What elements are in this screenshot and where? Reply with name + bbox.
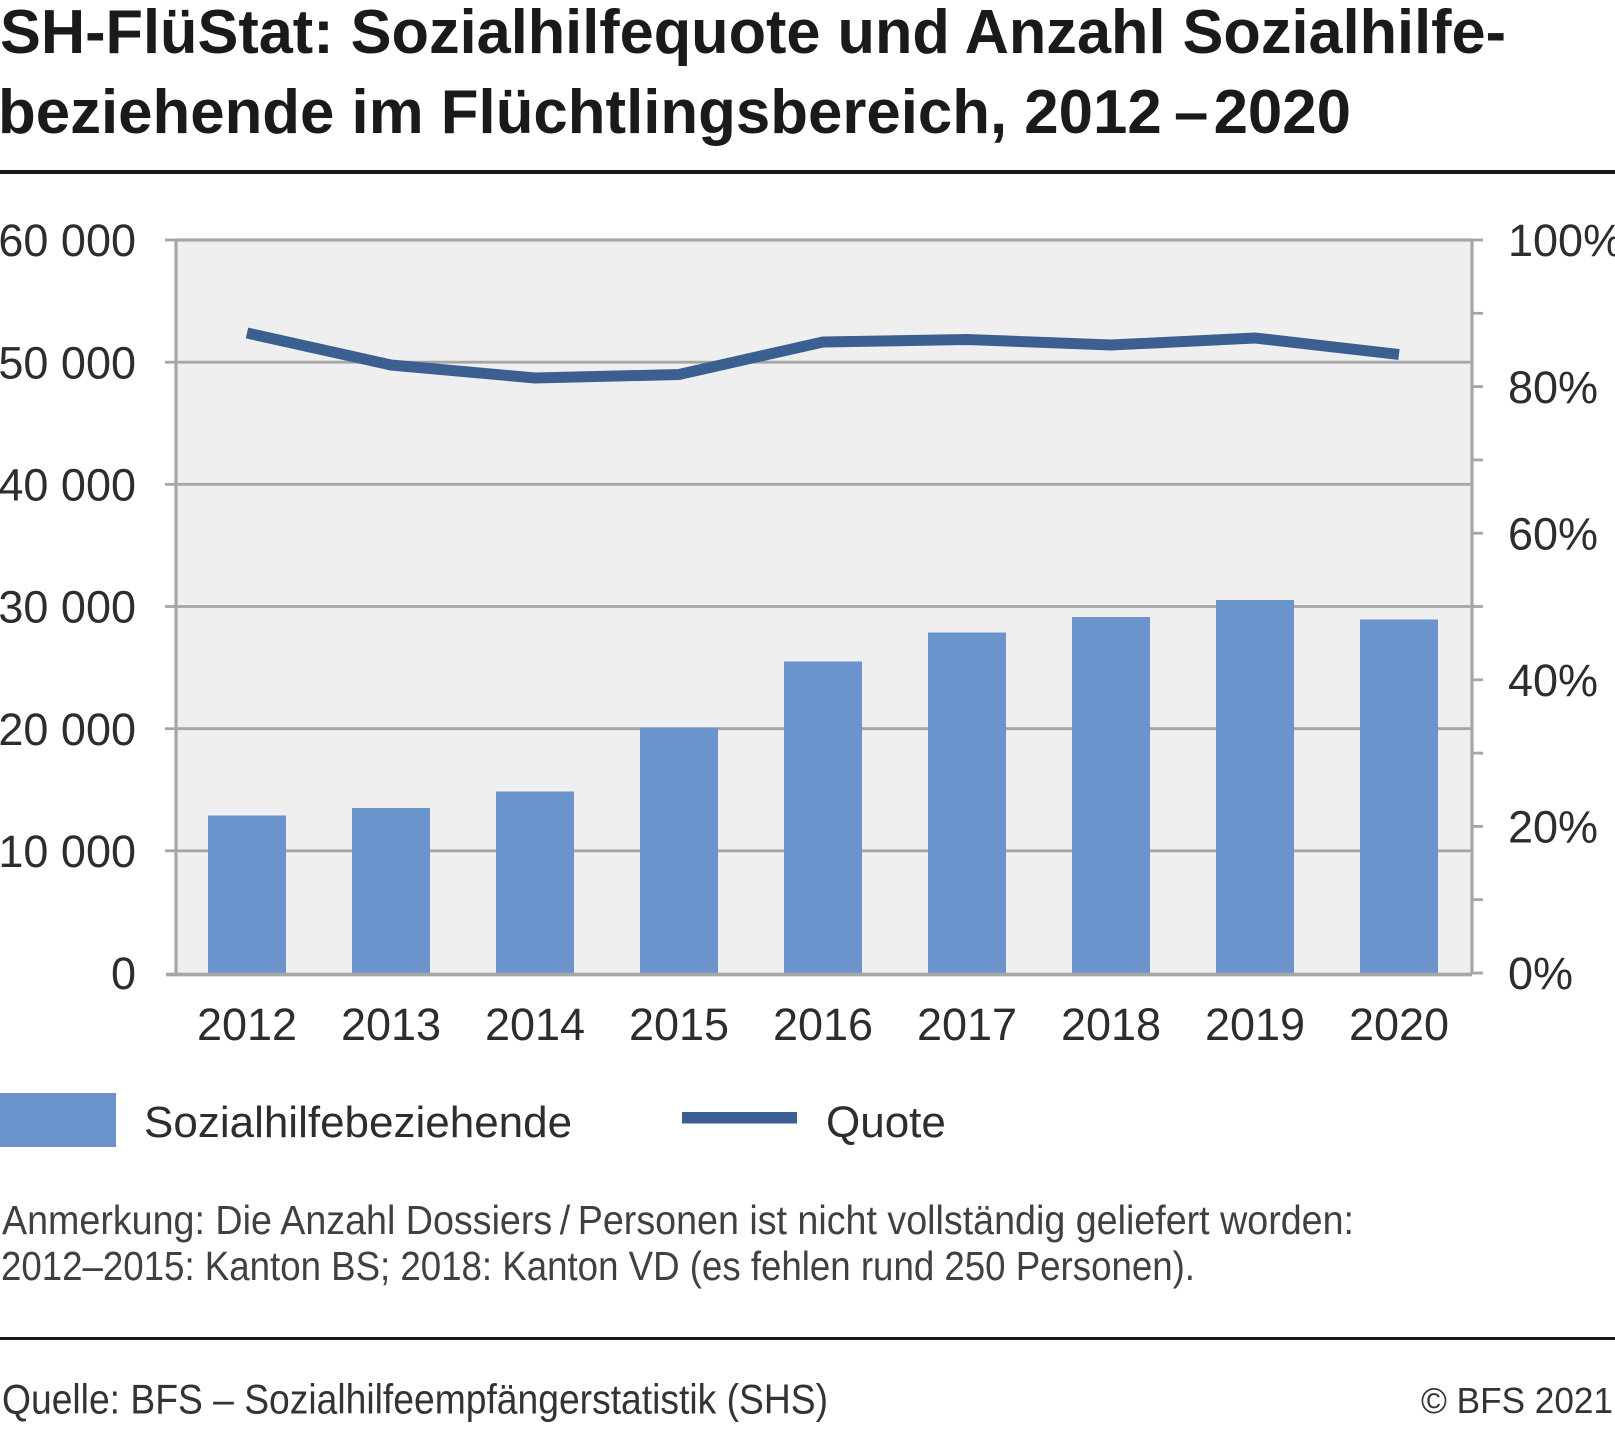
svg-text:2012–2015: Kanton BS; 2018: Ka: 2012–2015: Kanton BS; 2018: Kanton VD (e… (1, 1243, 1195, 1289)
svg-text:40 000: 40 000 (0, 460, 136, 511)
svg-text:10 000: 10 000 (0, 826, 136, 877)
svg-text:© BFS 2021: © BFS 2021 (1421, 1380, 1613, 1421)
svg-text:beziehende im Flüchtlingsberei: beziehende im Flüchtlingsbereich, 2012 –… (0, 78, 1351, 147)
svg-text:0: 0 (111, 948, 136, 999)
svg-text:Quote: Quote (826, 1098, 946, 1147)
svg-text:Sozialhilfebeziehende: Sozialhilfebeziehende (144, 1098, 572, 1147)
svg-text:60%: 60% (1508, 508, 1598, 559)
svg-text:2014: 2014 (485, 999, 585, 1050)
svg-text:2020: 2020 (1349, 999, 1449, 1050)
svg-text:2018: 2018 (1061, 999, 1161, 1050)
svg-text:0%: 0% (1508, 948, 1573, 999)
svg-text:2013: 2013 (341, 999, 441, 1050)
svg-text:Anmerkung: Die Anzahl Dossiers: Anmerkung: Die Anzahl Dossiers / Persone… (2, 1197, 1354, 1243)
svg-text:2012: 2012 (197, 999, 297, 1050)
svg-text:60 000: 60 000 (0, 215, 136, 266)
svg-text:20%: 20% (1508, 802, 1598, 853)
svg-text:2016: 2016 (773, 999, 873, 1050)
svg-text:2015: 2015 (629, 999, 729, 1050)
svg-text:Quelle: BFS – Sozialhilfeempfä: Quelle: BFS – Sozialhilfeempfängerstatis… (2, 1376, 828, 1423)
svg-text:20 000: 20 000 (0, 704, 136, 755)
svg-text:2019: 2019 (1205, 999, 1305, 1050)
svg-text:100%: 100% (1508, 215, 1615, 266)
svg-text:30 000: 30 000 (0, 582, 136, 633)
svg-text:2017: 2017 (917, 999, 1017, 1050)
svg-text:50 000: 50 000 (0, 337, 136, 388)
svg-text:80%: 80% (1508, 362, 1598, 413)
svg-text:40%: 40% (1508, 655, 1598, 706)
svg-text:SH-FlüStat: Sozialhilfequote u: SH-FlüStat: Sozialhilfequote und Anzahl … (0, 0, 1506, 67)
